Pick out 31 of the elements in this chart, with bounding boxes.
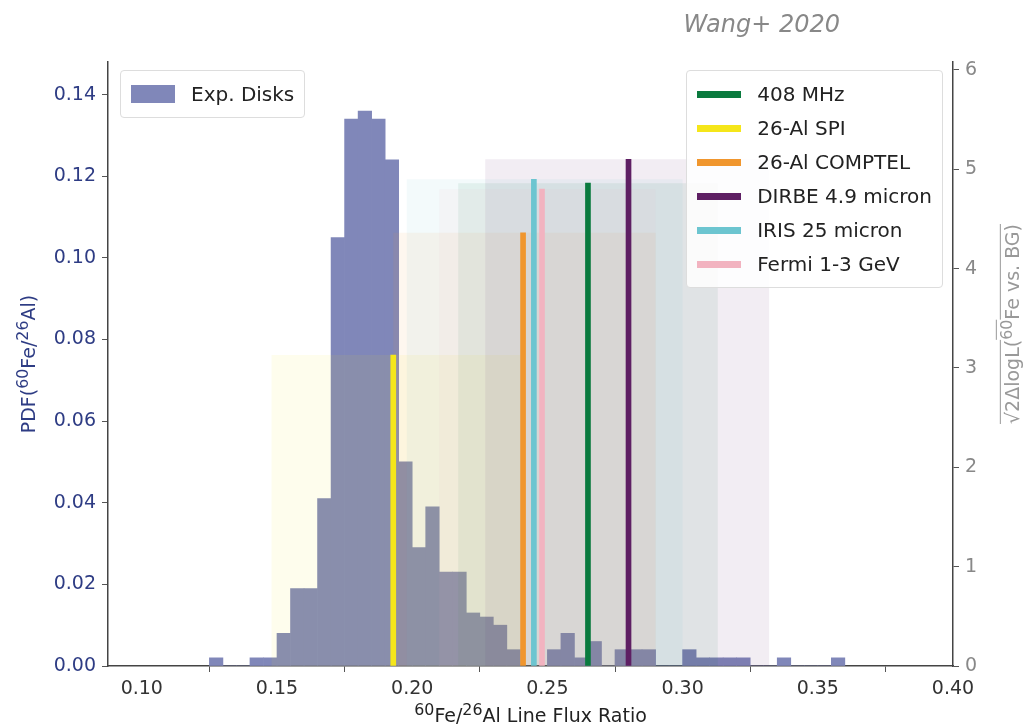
legend-label: Exp. Disks	[191, 82, 295, 106]
legend-label: 26-Al COMPTEL	[757, 150, 911, 174]
y-tick-label: 0.08	[53, 326, 96, 349]
y-tick-label: 0.06	[53, 408, 96, 431]
y-tick-label: 0.00	[53, 652, 96, 675]
legend-label: DIRBE 4.9 micron	[757, 184, 932, 208]
y2-tick-label: 3	[965, 354, 978, 377]
x-tick-label: 0.15	[255, 676, 299, 699]
legend-label: 26-Al SPI	[757, 116, 846, 140]
y-tick-label: 0.14	[53, 81, 96, 104]
y-tick-label: 0.12	[53, 163, 96, 186]
y-tick-label: 0.02	[53, 571, 96, 594]
y2-tick-label: 1	[965, 553, 978, 576]
legend-label: 408 MHz	[757, 82, 845, 106]
y2-tick-label: 0	[965, 652, 978, 675]
legend-label: Fermi 1-3 GeV	[757, 252, 900, 276]
y-tick-label: 0.04	[53, 489, 96, 512]
x-tick-label: 0.35	[796, 676, 839, 699]
x-tick-label: 0.10	[120, 676, 163, 699]
x-tick-label: 0.25	[526, 676, 569, 699]
y2-tick-label: 6	[965, 56, 978, 79]
y2-tick-label: 2	[965, 454, 978, 477]
legend-label: IRIS 25 micron	[757, 218, 903, 242]
y2-tick-label: 4	[965, 255, 978, 278]
x-axis-title: $^{60}$Fe/$^{26}$Al Line Flux Ratio	[413, 700, 648, 727]
x-tick-label: 0.20	[391, 676, 434, 699]
y2-tick-label: 5	[965, 156, 978, 179]
y-tick-label: 0.10	[53, 244, 96, 267]
text: Wang+ 2020	[683, 10, 840, 38]
x-tick-label: 0.40	[931, 676, 975, 699]
x-tick-label: 0.30	[661, 676, 704, 699]
